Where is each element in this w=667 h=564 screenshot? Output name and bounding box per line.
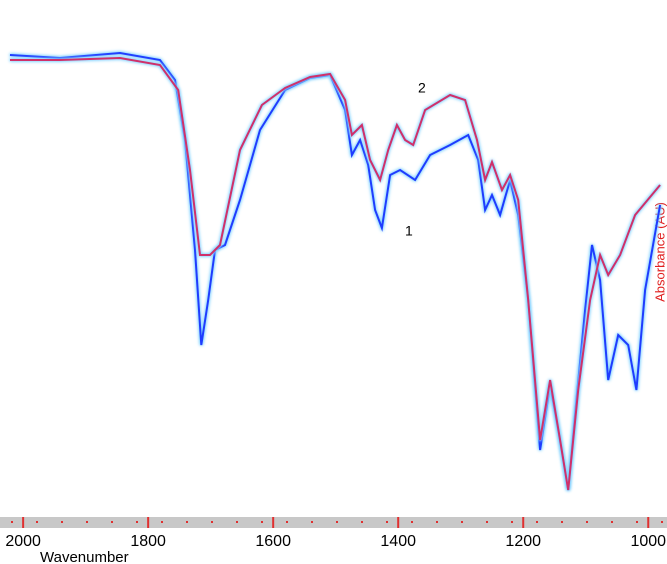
x-tick-label: 1400 [380,533,416,550]
x-axis-minor-ticks [0,517,667,528]
spectrum-line [10,56,661,491]
spectrum-line [9,51,662,491]
line-label: 1 [405,223,413,239]
x-tick-label: 1200 [505,533,541,550]
x-tick-label: 1800 [130,533,166,550]
y-axis-label: Absorbance (AU) [652,202,667,302]
x-axis-label: Wavenumber [40,549,129,564]
x-tick-label: 1600 [255,533,291,550]
line-label: 2 [418,80,426,96]
x-tick-label: 1000 [630,533,666,550]
x-tick-label: 2000 [5,533,41,550]
